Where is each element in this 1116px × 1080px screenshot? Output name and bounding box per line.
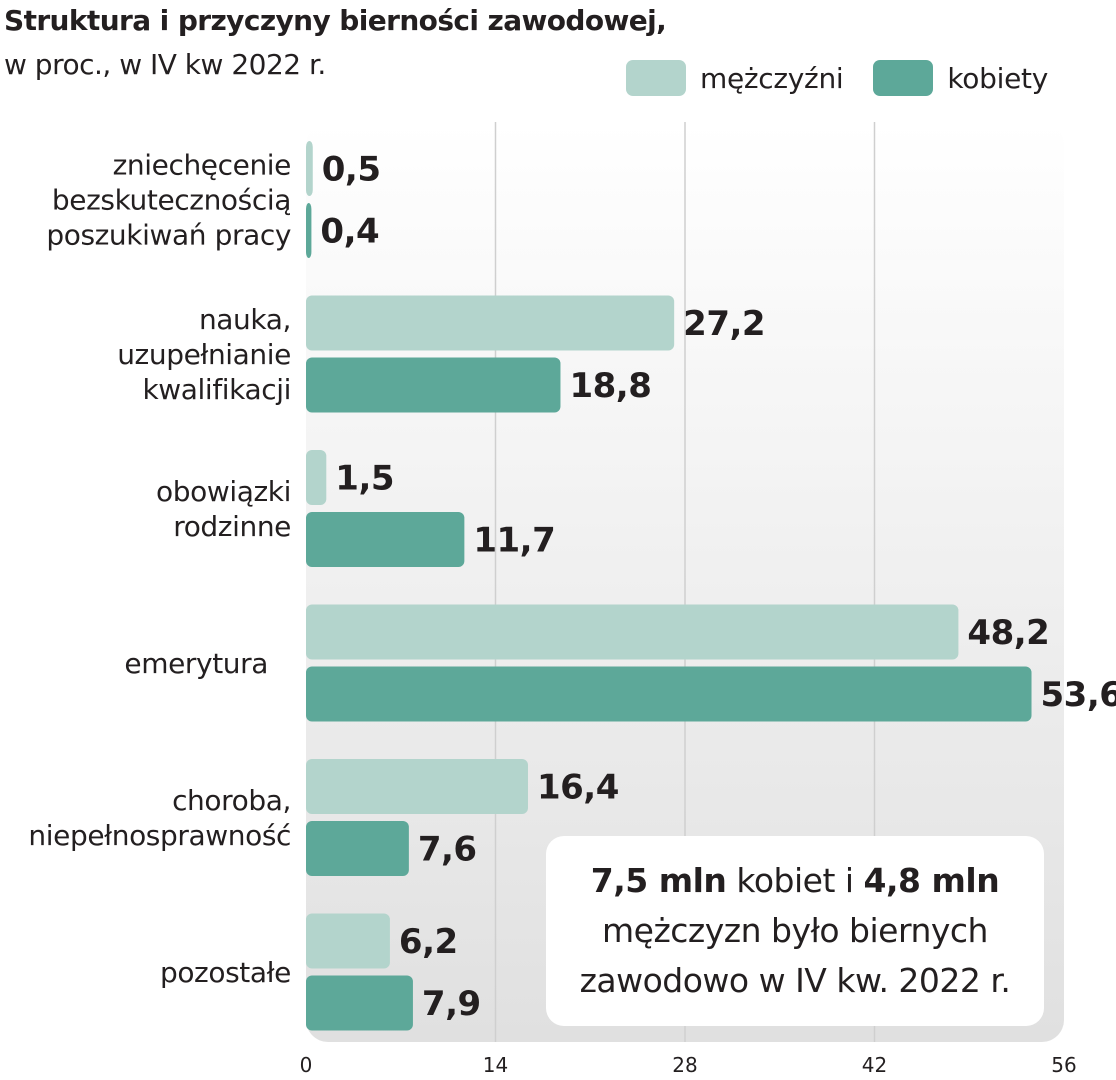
value-label-men-3: 48,2 bbox=[967, 613, 1049, 653]
x-tick-label-0: 0 bbox=[300, 1053, 313, 1077]
bar-men-5 bbox=[306, 913, 390, 969]
legend-swatch-women bbox=[873, 60, 934, 96]
category-label-1-1: uzupełnianie bbox=[117, 338, 291, 371]
category-label-0-2: poszukiwań pracy bbox=[46, 219, 291, 252]
summary-note: 7,5 mln kobiet i 4,8 mln mężczyzn było b… bbox=[546, 836, 1044, 1026]
bar-men-2 bbox=[306, 450, 327, 505]
chart-subtitle: w proc., w IV kw 2022 r. bbox=[4, 48, 326, 81]
value-label-men-1: 27,2 bbox=[683, 304, 765, 344]
note-line2: mężczyzn było biernych bbox=[602, 911, 988, 950]
category-label-4-0: choroba, bbox=[172, 784, 291, 817]
value-label-men-2: 1,5 bbox=[335, 459, 394, 499]
bar-women-0 bbox=[306, 203, 312, 258]
legend-label-women: kobiety bbox=[947, 61, 1048, 95]
category-label-0-1: bezskutecznością bbox=[52, 184, 291, 217]
value-label-women-3: 53,6 bbox=[1041, 675, 1116, 715]
note-men-value: 4,8 mln bbox=[863, 861, 1000, 900]
x-tick-label-42: 42 bbox=[862, 1053, 887, 1077]
value-label-women-2: 11,7 bbox=[473, 521, 555, 561]
category-label-1-2: kwalifikacji bbox=[142, 373, 291, 406]
bar-men-0 bbox=[306, 141, 313, 196]
category-label-2-0: obowiązki bbox=[156, 475, 291, 508]
value-label-women-4: 7,6 bbox=[418, 830, 477, 870]
category-label-0-0: zniechęcenie bbox=[113, 149, 291, 182]
legend-label-men: mężczyźni bbox=[700, 61, 844, 95]
bar-women-4 bbox=[306, 821, 409, 876]
value-label-women-0: 0,4 bbox=[320, 212, 379, 252]
category-label-1-0: nauka, bbox=[199, 303, 291, 336]
note-women-value: 7,5 mln bbox=[590, 861, 727, 900]
chart-title: Struktura i przyczyny bierności zawodowe… bbox=[4, 4, 667, 37]
category-label-5-0: pozostałe bbox=[160, 956, 291, 989]
x-tick-label-56: 56 bbox=[1051, 1053, 1076, 1077]
value-label-men-4: 16,4 bbox=[537, 768, 619, 808]
value-label-men-5: 6,2 bbox=[399, 922, 458, 962]
x-tick-label-14: 14 bbox=[483, 1053, 508, 1077]
x-tick-label-28: 28 bbox=[672, 1053, 697, 1077]
note-text-part1: kobiet i bbox=[726, 861, 864, 900]
legend-item-women: kobiety bbox=[873, 60, 1048, 96]
value-label-women-1: 18,8 bbox=[569, 366, 651, 406]
note-line3: zawodowo w IV kw. 2022 r. bbox=[579, 961, 1011, 1000]
legend-item-men: mężczyźni bbox=[626, 60, 844, 96]
category-label-4-1: niepełnosprawność bbox=[28, 819, 291, 852]
bar-women-3 bbox=[306, 666, 1032, 722]
bar-men-4 bbox=[306, 759, 528, 814]
bar-men-1 bbox=[306, 295, 675, 351]
category-label-2-1: rodzinne bbox=[173, 510, 291, 543]
bar-women-5 bbox=[306, 975, 413, 1031]
value-label-men-0: 0,5 bbox=[322, 150, 381, 190]
category-label-3-0: emerytura bbox=[124, 647, 268, 680]
value-label-women-5: 7,9 bbox=[422, 984, 481, 1024]
bar-women-1 bbox=[306, 357, 561, 413]
legend: mężczyźni kobiety bbox=[626, 60, 1078, 96]
bar-women-2 bbox=[306, 512, 465, 567]
bar-men-3 bbox=[306, 604, 959, 660]
legend-swatch-men bbox=[626, 60, 686, 96]
